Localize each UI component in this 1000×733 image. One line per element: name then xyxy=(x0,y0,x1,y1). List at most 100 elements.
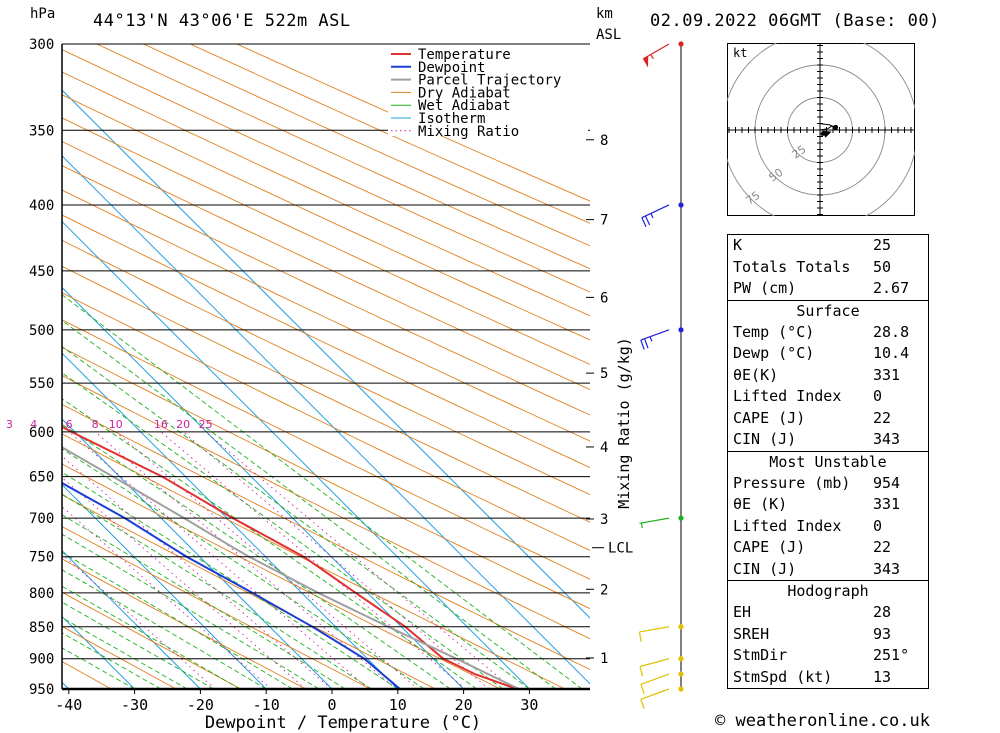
wet-adiabat-line xyxy=(62,398,478,689)
temperature-profile xyxy=(62,425,521,689)
pressure-tick-label: 800 xyxy=(29,586,54,602)
totals-totals-value: 50 xyxy=(873,257,892,276)
skew-t-chart: 1234681016202530035040045050055060065070… xyxy=(6,37,684,733)
wet-adiabat-line xyxy=(62,423,451,689)
surface-value: 28.8 xyxy=(873,322,910,341)
isotherm-line xyxy=(62,220,530,689)
x-tick-label: 30 xyxy=(520,696,538,714)
wind-barb xyxy=(640,673,670,694)
hodograph-value: 251° xyxy=(873,646,910,664)
wind-barb xyxy=(639,658,670,677)
wet-adiabat-line xyxy=(62,319,556,689)
totals-totals-row: Totals Totals 50 xyxy=(728,257,928,279)
pressure-tick-label: 600 xyxy=(29,425,54,441)
wet-adiabat-line xyxy=(62,551,293,689)
isotherm-line xyxy=(62,484,267,689)
isotherm-line xyxy=(62,418,333,689)
pressure-tick-label: 850 xyxy=(29,620,54,636)
isotherm-line xyxy=(62,89,590,619)
hodograph-label: EH xyxy=(733,603,752,621)
lcl-label: LCL xyxy=(608,541,633,557)
surface-label: CIN (J) xyxy=(733,430,797,448)
pw-row: PW (cm) 2.67 xyxy=(728,278,928,300)
dry-adiabat-line xyxy=(62,165,590,416)
wind-level-dot xyxy=(678,671,684,677)
surface-label: CAPE (J) xyxy=(733,408,806,427)
wind-level-dot xyxy=(678,202,684,208)
most-unstable-value: 0 xyxy=(873,516,883,535)
legend-entry: Wet Adiabat xyxy=(418,98,511,114)
dry-adiabat-line xyxy=(190,44,590,224)
totals-totals-label: Totals Totals xyxy=(733,257,851,276)
dry-adiabat-line xyxy=(62,346,590,610)
dry-adiabat-line xyxy=(62,292,590,551)
hodograph-value: 13 xyxy=(873,667,892,686)
surface-value: 10.4 xyxy=(873,344,910,362)
hodograph-value: 93 xyxy=(873,624,892,643)
wind-level-dot xyxy=(678,41,684,47)
dry-adiabat-line xyxy=(62,526,371,689)
x-tick-label: -10 xyxy=(253,696,280,714)
surface-row: CIN (J) 343 xyxy=(728,429,928,451)
most-unstable-row: θE (K) 331 xyxy=(728,494,928,516)
height-tick-label: 2 xyxy=(600,582,608,598)
dry-adiabat-line xyxy=(96,44,590,270)
legend-entry: Isotherm xyxy=(418,111,485,127)
dry-adiabat-line xyxy=(62,141,590,391)
hodograph-row: SREH 93 xyxy=(728,624,928,646)
isotherm-line xyxy=(62,155,590,685)
most-unstable-label: CAPE (J) xyxy=(733,538,806,556)
legend-entry: Dry Adiabat xyxy=(418,85,511,101)
x-tick-label: -30 xyxy=(121,696,148,714)
wind-level-dot xyxy=(678,515,684,521)
pw-value: 2.67 xyxy=(873,279,910,297)
surface-label: Temp (°C) xyxy=(733,322,815,341)
pressure-unit-label: hPa xyxy=(30,6,56,22)
storm-motion-arrow xyxy=(821,130,832,138)
wind-level-dot xyxy=(678,327,684,333)
most-unstable-value: 343 xyxy=(873,559,901,578)
k-index-label: K xyxy=(733,236,743,254)
most-unstable-row: CAPE (J) 22 xyxy=(728,537,928,559)
wind-barb xyxy=(641,204,670,227)
mixing-ratio-line xyxy=(205,431,514,689)
mixing-ratio-line xyxy=(68,431,369,689)
x-tick-label: -40 xyxy=(55,696,82,714)
x-axis-label: Dewpoint / Temperature (°C) xyxy=(205,713,481,733)
legend-entry: Temperature xyxy=(418,47,511,63)
legend-entry: Parcel Trajectory xyxy=(418,73,561,89)
hodograph-point xyxy=(833,124,839,130)
mixing-ratio-line xyxy=(160,431,466,689)
wind-barb xyxy=(640,688,670,709)
hodograph-label: SREH xyxy=(733,624,770,643)
surface-row: Dewp (°C) 10.4 xyxy=(728,343,928,365)
dry-adiabat-line xyxy=(62,94,590,341)
isotherm-line xyxy=(62,352,399,689)
wind-barb xyxy=(642,43,670,68)
hodograph-unit: kt xyxy=(733,46,747,60)
most-unstable-label: Pressure (mb) xyxy=(733,473,851,492)
pw-label: PW (cm) xyxy=(733,279,797,297)
mixing-ratio-label: 16 xyxy=(154,418,168,431)
wet-adiabat-line xyxy=(62,617,188,689)
height-tick-label: 1 xyxy=(600,651,608,667)
wind-barb xyxy=(638,626,670,642)
wind-level-dot xyxy=(678,624,684,630)
dry-adiabat-line xyxy=(62,49,590,293)
datetime-title: 02.09.2022 06GMT (Base: 00) xyxy=(650,11,940,31)
hodograph-label: StmDir xyxy=(733,646,788,664)
most-unstable-row: CIN (J) 343 xyxy=(728,559,928,581)
legend-entry: Mixing Ratio xyxy=(418,124,519,140)
wind-level-dot xyxy=(678,656,684,662)
height-tick-label: 6 xyxy=(600,290,608,306)
surface-section: Surface Temp (°C) 28.8 Dewp (°C) 10.4 θE(K) 3… xyxy=(728,301,928,452)
wet-adiabat-line xyxy=(62,372,504,689)
wet-adiabat-line xyxy=(62,448,425,689)
most-unstable-value: 954 xyxy=(873,473,901,492)
pressure-tick-label: 400 xyxy=(29,198,54,214)
height-tick-label: 8 xyxy=(600,133,608,149)
surface-row: CAPE (J) 22 xyxy=(728,408,928,430)
surface-label: Dewp (°C) xyxy=(733,344,815,362)
isotherm-line xyxy=(62,286,464,689)
most-unstable-label: Lifted Index xyxy=(733,516,842,535)
